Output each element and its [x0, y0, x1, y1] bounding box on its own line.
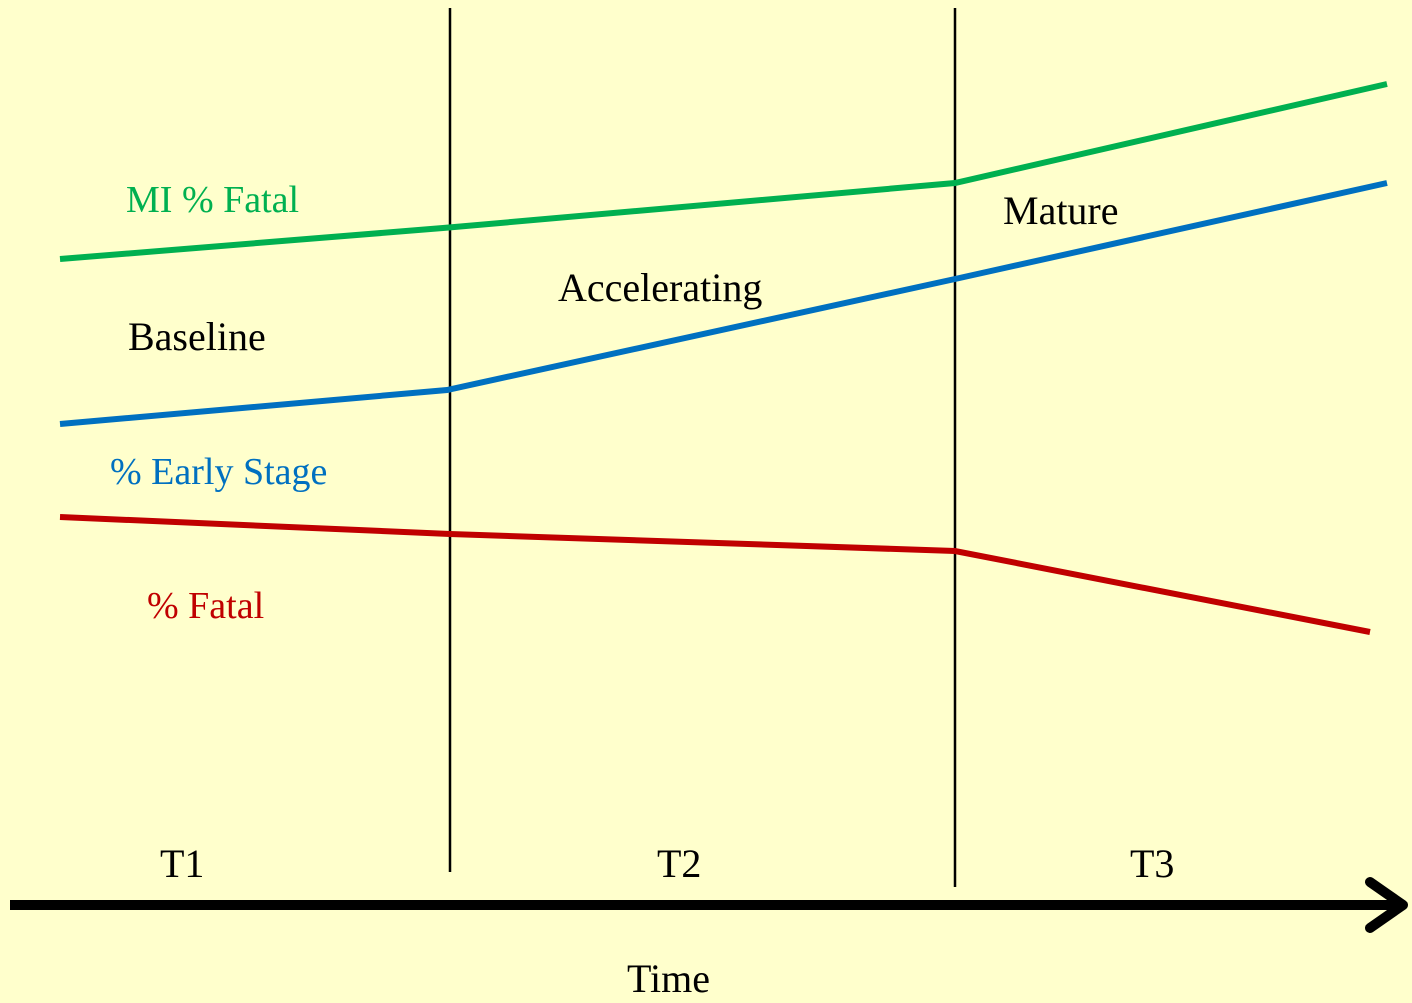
period-label: T3 — [1130, 841, 1174, 886]
early-stage-label: % Early Stage — [110, 451, 327, 493]
time-arrowhead — [1365, 877, 1408, 933]
period-label: T1 — [160, 841, 204, 886]
phase-label: Baseline — [128, 314, 266, 359]
fatal-label: % Fatal — [147, 585, 264, 627]
phase-label: Accelerating — [558, 265, 762, 310]
mi-fatal-trend — [59, 81, 1388, 262]
mi-fatal-label: MI % Fatal — [126, 179, 299, 221]
axis-label: Time — [627, 956, 710, 1001]
early-stage-trend — [59, 180, 1388, 427]
phase-label: Mature — [1003, 188, 1119, 233]
fatal-trend — [59, 514, 1371, 635]
period-label: T2 — [657, 841, 701, 886]
